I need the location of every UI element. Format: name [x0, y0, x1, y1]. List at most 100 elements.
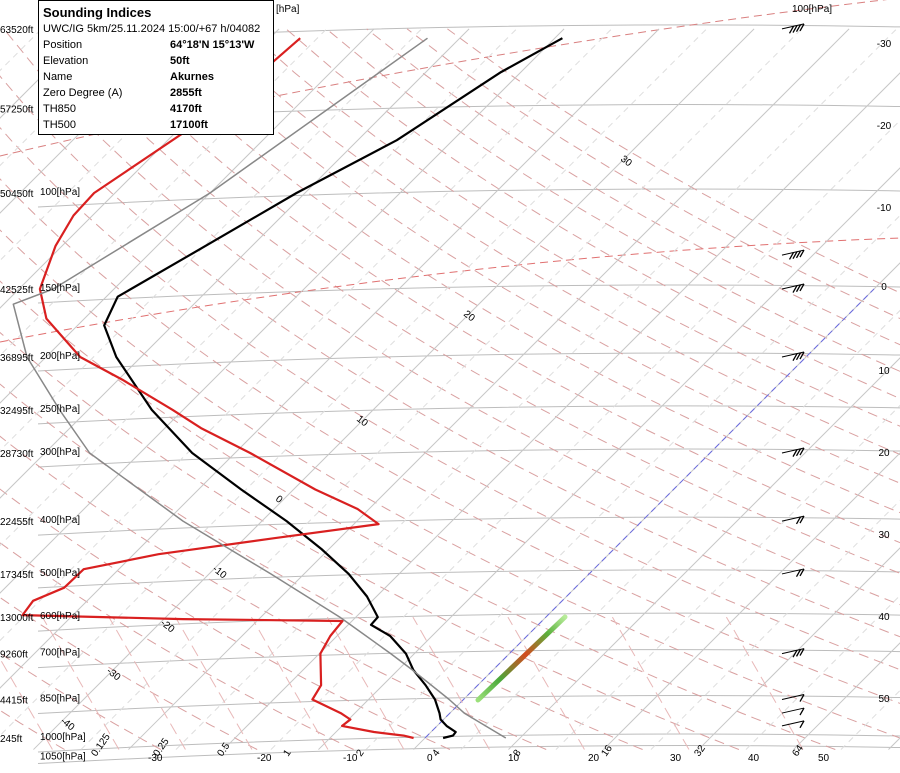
right-temp-label: 20 [878, 448, 890, 459]
temperature-line [103, 37, 563, 740]
sounding-series [12, 37, 568, 740]
top-pressure-label: [hPa] [276, 4, 300, 15]
barb-staff [781, 707, 805, 714]
barb-flag [795, 250, 802, 259]
wind-barb [781, 351, 805, 361]
isotherm-label: -40 [58, 716, 77, 734]
barb-flag [799, 568, 805, 577]
pressure-label: 700[hPa] [40, 648, 80, 659]
index-label: TH500 [43, 119, 77, 131]
wind-barb [781, 694, 805, 702]
mixing-ratio-line [250, 616, 329, 750]
barb-flag [795, 569, 802, 578]
pressure-label: 500[hPa] [40, 568, 80, 579]
barb-staff [781, 720, 805, 727]
altitude-label: 28730ft [0, 449, 34, 460]
wind-barb [781, 249, 805, 260]
isobar-line [37, 352, 900, 372]
wind-barb [781, 720, 805, 729]
barb-flag [792, 353, 798, 361]
isotherm-dash-line [555, 404, 900, 750]
bottom-temp-label: -10 [343, 753, 358, 764]
barb-flag [788, 25, 795, 34]
isobar-line [37, 284, 900, 304]
right-temp-label: 0 [881, 282, 887, 293]
isotherm-dash-line [175, 28, 897, 750]
mixing-ratio-line [326, 616, 405, 750]
index-row: Zero Degree (A) 2855ft [43, 85, 273, 101]
isobar-line [37, 612, 900, 632]
parcel-line [12, 37, 507, 739]
altitude-label: 36895ft [0, 353, 34, 364]
upper-reference-line [0, 237, 900, 343]
bottom-temp-label: 20 [588, 753, 600, 764]
wind-barb [781, 447, 805, 457]
isotherm-line [413, 262, 900, 750]
wind-barb [781, 515, 805, 525]
mixing-ratio-line [108, 616, 186, 750]
isotherm-label: -20 [158, 618, 177, 636]
barb-flag [792, 449, 798, 457]
altitude-label: 32495ft [0, 406, 34, 417]
altitude-label: 9260ft [0, 650, 28, 661]
isotherm-dash-line [0, 28, 42, 72]
isotherm-label: 0 [273, 494, 285, 506]
wind-barbs [781, 23, 805, 729]
mixing-ratio-line [0, 657, 53, 750]
mixing-ratio-line [507, 616, 585, 750]
dry-adiabat-line [205, 28, 900, 455]
mixing-ratio-label: 8 [511, 747, 523, 758]
barb-flag [792, 25, 798, 33]
dry-adiabat-line [0, 178, 900, 704]
barb-flag [799, 707, 805, 716]
right-temp-label: -10 [877, 203, 892, 214]
pressure-label: 200[hPa] [40, 351, 80, 362]
mixing-ratio-label: 4 [430, 747, 442, 758]
index-value: 17100ft [170, 119, 208, 131]
index-value: 64°18'N 15°13'W [170, 39, 255, 51]
mixing-ratio-line [174, 616, 253, 750]
altitude-label: 57250ft [0, 105, 34, 116]
isotherm-line [318, 167, 900, 750]
isotherm-dash-line [0, 28, 327, 357]
bottom-temp-label: 40 [748, 753, 760, 764]
pressure-label: 600[hPa] [40, 611, 80, 622]
altitude-label: 4415ft [0, 696, 28, 707]
index-row: Position 64°18'N 15°13'W [43, 37, 273, 53]
barb-flag [799, 447, 805, 456]
index-row: TH500 17100ft [43, 117, 273, 133]
dry-adiabat-line [84, 28, 900, 544]
barb-flag [799, 351, 805, 360]
mixing-ratio-label: 0.25 [151, 736, 171, 759]
dry-adiabat-line [0, 488, 451, 750]
pressure-label: 150[hPa] [40, 283, 80, 294]
dry-adiabat-line [447, 28, 900, 294]
isotherm-dash-line [0, 28, 517, 547]
altitude-label: 42525ft [0, 285, 34, 296]
barb-flag [795, 352, 802, 361]
right-temp-label: -30 [877, 39, 892, 50]
barb-flag [792, 285, 798, 293]
bottom-temp-label: -30 [148, 753, 163, 764]
pressure-label: 1000[hPa] [40, 732, 86, 743]
isotherm-dash-line [650, 499, 900, 750]
pressure-label: 100[hPa] [40, 187, 80, 198]
isotherm-dash-line [840, 689, 900, 750]
mixing-ratio-line [725, 616, 804, 750]
dry-adiabat-line [326, 28, 900, 372]
isotherm-label: 30 [618, 154, 634, 170]
isotherm-dash-line [0, 28, 707, 737]
index-label: Position [43, 39, 83, 51]
isotherm-line [223, 72, 900, 750]
altitude-label: 17345ft [0, 570, 34, 581]
dry-adiabat-line [0, 126, 900, 671]
barb-flag [799, 720, 805, 729]
index-label: Elevation [43, 55, 89, 67]
altitude-label: 13000ft [0, 613, 34, 624]
isobar-line [37, 649, 900, 669]
bottom-temp-label: -20 [257, 753, 272, 764]
isotherm-dash-line [0, 28, 612, 642]
isotherm-line [603, 452, 900, 750]
mixing-ratio-lines [0, 616, 804, 750]
